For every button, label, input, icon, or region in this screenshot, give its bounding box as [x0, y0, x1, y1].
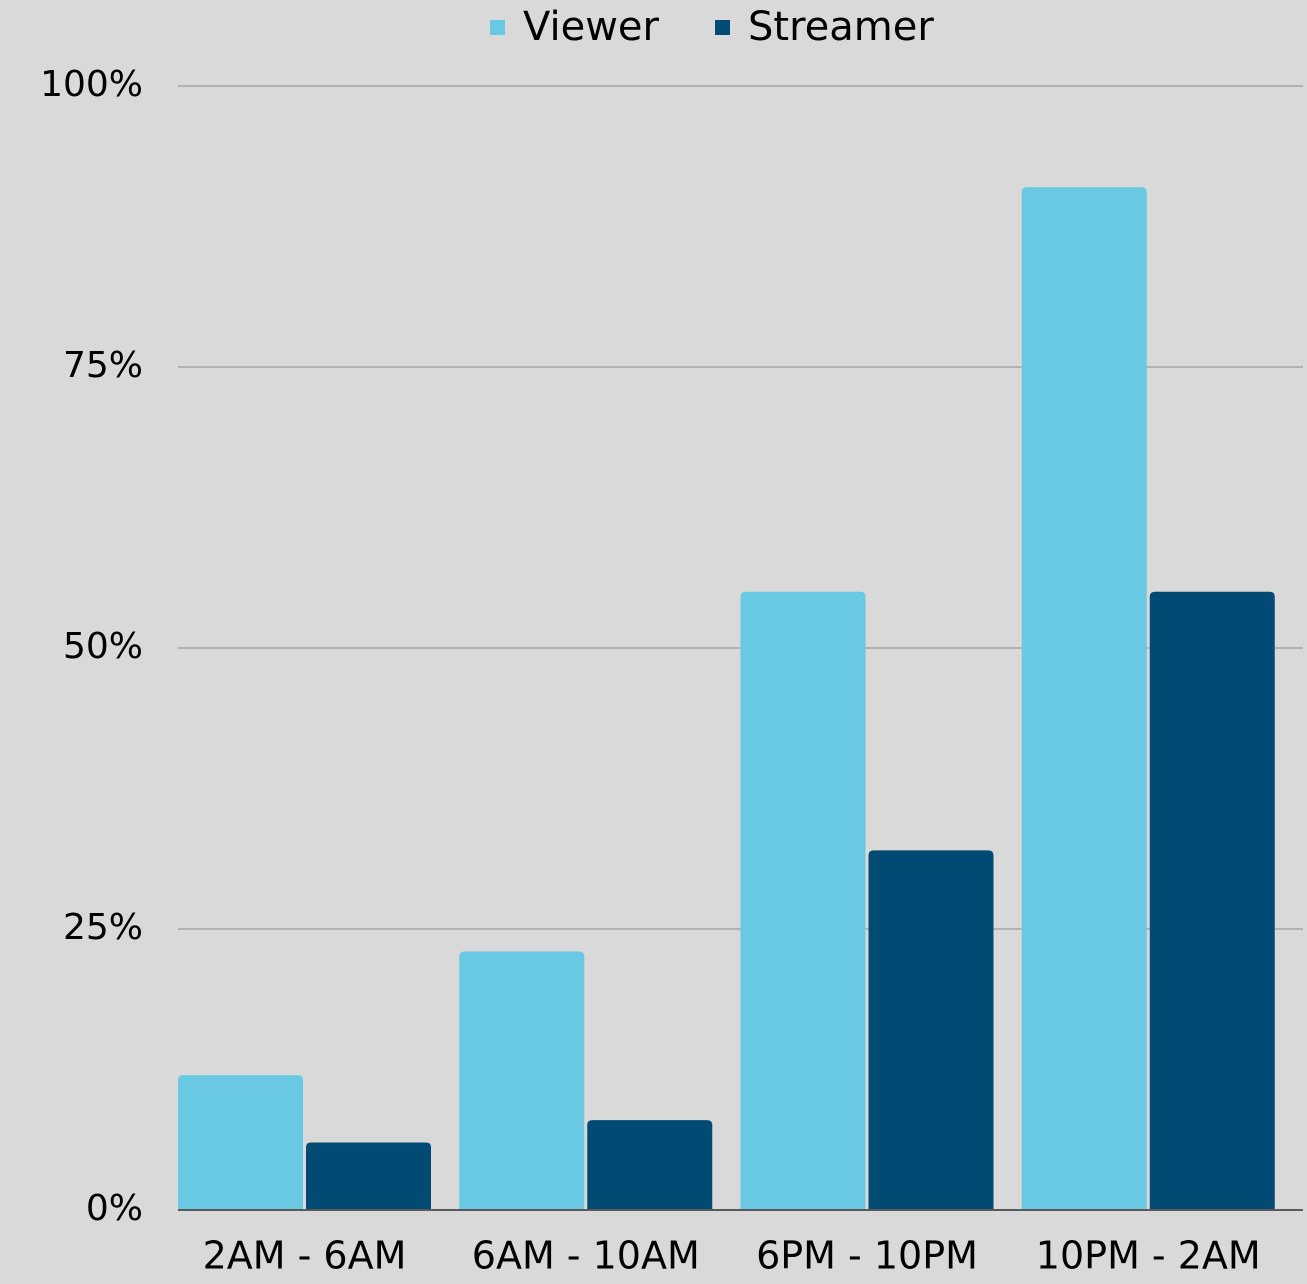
- y-tick-label: 25%: [63, 907, 143, 948]
- legend-swatch: [715, 20, 730, 35]
- y-tick-label: 75%: [63, 345, 143, 386]
- bar: [306, 1142, 431, 1210]
- x-tick-label: 6PM - 10PM: [756, 1234, 978, 1278]
- y-tick-label: 50%: [63, 626, 143, 667]
- x-tick-label: 10PM - 2AM: [1036, 1234, 1261, 1278]
- x-tick-label: 2AM - 6AM: [203, 1234, 407, 1278]
- y-tick-label: 0%: [86, 1188, 143, 1229]
- x-tick-label: 6AM - 10AM: [472, 1234, 700, 1278]
- bar: [1021, 187, 1147, 1210]
- bar: [459, 951, 585, 1210]
- y-tick-label: 100%: [40, 64, 143, 105]
- bar: [587, 1120, 713, 1210]
- bar: [178, 1075, 303, 1210]
- bar: [740, 591, 866, 1210]
- bar: [868, 850, 994, 1210]
- legend-label: Streamer: [748, 4, 934, 50]
- legend-swatch: [490, 20, 505, 35]
- bar: [1149, 591, 1275, 1210]
- legend-label: Viewer: [523, 4, 660, 50]
